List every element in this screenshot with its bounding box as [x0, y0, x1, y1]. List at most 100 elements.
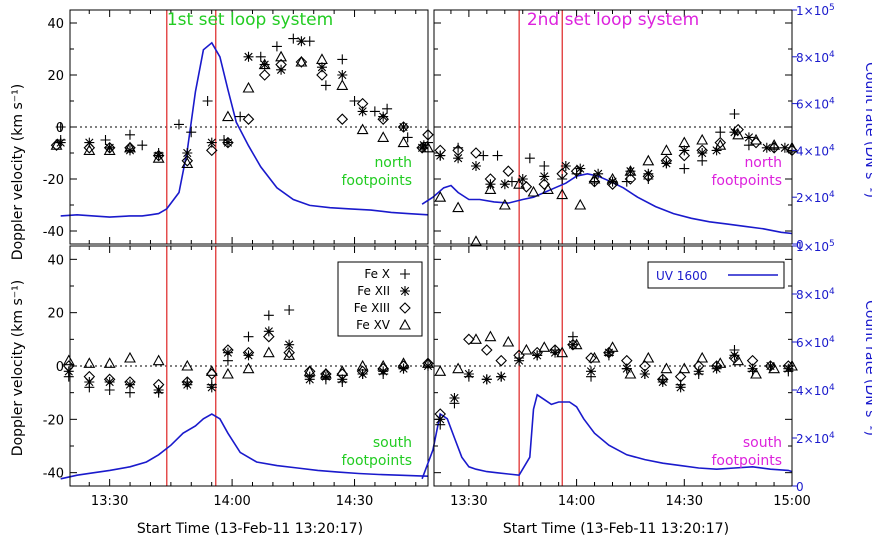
- data-point: [499, 179, 510, 190]
- data-point: [588, 351, 601, 363]
- label-south-1-b: footpoints: [341, 453, 412, 469]
- data-point: [50, 139, 63, 151]
- data-point: [470, 147, 482, 159]
- data-point: [639, 369, 650, 379]
- data-point: [288, 33, 299, 44]
- rtick-label: 1×105: [796, 3, 835, 18]
- data-point: [124, 351, 136, 363]
- series-fe-xv: [434, 330, 798, 379]
- data-point: [320, 371, 331, 382]
- ytick-label: -40: [43, 225, 64, 240]
- data-point: [532, 350, 543, 361]
- data-point: [377, 113, 389, 125]
- data-point: [124, 376, 136, 388]
- xtick-label: 14:30: [336, 494, 373, 509]
- panel-bottom-right: 0 2×104 4×104 6×104 8×104 1×105 13:30 14:00 14:3…: [421, 239, 835, 509]
- data-point: [484, 183, 497, 194]
- data-point: [556, 168, 568, 180]
- data-point: [747, 363, 758, 374]
- panel-frame: [69, 9, 429, 245]
- data-point: [319, 367, 332, 379]
- data-point: [186, 127, 197, 138]
- data-point: [484, 330, 497, 342]
- rtick-label: 1×105: [796, 239, 835, 254]
- data-point: [295, 56, 308, 68]
- ytick-label: 0: [56, 121, 64, 136]
- data-point: [732, 123, 744, 136]
- data-point: [761, 142, 772, 153]
- data-point: [402, 132, 413, 143]
- data-point: [83, 144, 96, 155]
- data-point: [235, 111, 246, 122]
- data-point: [621, 354, 633, 367]
- legend-marker-triangle: [399, 318, 411, 330]
- data-point: [357, 369, 368, 379]
- data-point: [556, 188, 569, 200]
- data-point: [336, 113, 349, 125]
- ytick-label: -40: [43, 467, 64, 482]
- ytick-label: -20: [43, 413, 64, 428]
- data-point: [696, 133, 709, 145]
- data-point: [397, 136, 410, 148]
- data-point: [259, 59, 270, 70]
- data-point: [202, 96, 213, 106]
- data-point: [221, 110, 234, 122]
- data-point: [498, 198, 511, 210]
- data-point: [624, 173, 637, 185]
- series-fe-xv: [50, 50, 434, 168]
- data-point: [316, 53, 328, 64]
- legend-marker-plus: [400, 269, 410, 279]
- data-point: [660, 144, 673, 155]
- data-point: [539, 161, 550, 171]
- panel-bottom-left: -40 -20 0 20 40 13:30 14:00 14:30: [43, 245, 434, 509]
- data-point: [356, 123, 369, 135]
- data-point: [606, 172, 619, 184]
- data-point: [320, 80, 331, 91]
- label-north-1-a: north: [374, 155, 412, 171]
- data-point: [502, 335, 515, 347]
- data-point: [674, 370, 687, 383]
- xlabel-left: Start Time (13-Feb-11 13:20:17): [137, 521, 363, 537]
- data-point: [574, 198, 587, 210]
- data-point: [492, 150, 503, 161]
- data-point: [275, 50, 288, 62]
- data-point: [711, 145, 722, 156]
- data-point: [55, 137, 66, 148]
- data-point: [452, 144, 464, 157]
- data-point: [100, 135, 111, 145]
- data-point: [642, 351, 655, 363]
- data-point: [715, 127, 726, 138]
- data-point: [586, 366, 597, 377]
- data-point: [696, 351, 709, 363]
- data-point: [750, 367, 762, 379]
- data-point: [538, 341, 551, 352]
- data-point: [336, 79, 349, 90]
- data-point: [275, 58, 287, 71]
- legend-marker-asterisk: [400, 286, 410, 296]
- data-point: [434, 365, 447, 376]
- data-point: [549, 344, 561, 356]
- data-point: [104, 142, 115, 153]
- rtick-label: 6×104: [796, 335, 835, 350]
- data-point: [349, 96, 360, 106]
- data-point: [124, 379, 135, 390]
- data-point: [463, 333, 475, 346]
- data-point: [660, 362, 673, 374]
- data-point: [539, 171, 550, 182]
- data-point: [624, 165, 637, 176]
- data-point: [517, 174, 528, 184]
- xtick-label: 13:30: [91, 494, 128, 509]
- rtick-label: 8×104: [796, 50, 835, 65]
- rtick-label: 6×104: [796, 97, 835, 112]
- legend-fe12: Fe XII: [357, 284, 390, 298]
- data-point: [152, 354, 165, 366]
- data-point: [303, 365, 316, 376]
- ylabel-bottom-right: Count rate (DN s⁻¹): [862, 300, 872, 436]
- panels: -40 -20 0 20 40 0 2×104 4×104 6×104 8×104 1×105 -40…: [43, 3, 835, 509]
- data-point: [181, 359, 194, 371]
- data-point: [181, 376, 194, 388]
- data-point: [642, 154, 655, 166]
- data-point: [83, 370, 96, 383]
- data-point: [263, 310, 274, 321]
- data-point: [397, 121, 410, 133]
